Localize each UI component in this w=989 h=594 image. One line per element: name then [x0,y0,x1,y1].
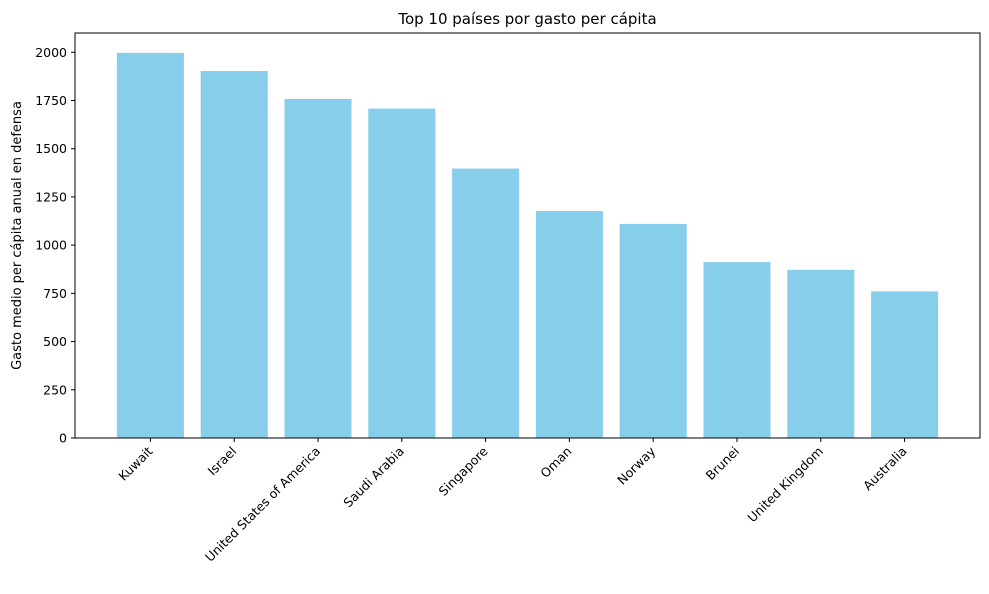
y-tick-label: 750 [43,286,67,301]
bar-australia [871,291,939,438]
x-tick-label: Oman [537,444,574,481]
x-tick-label: Norway [614,443,659,488]
bar-oman [535,211,603,438]
bar-israel [200,70,268,438]
bar-united-kingdom [787,269,855,438]
x-tick-label: Singapore [436,443,491,498]
plot-area-frame [74,32,981,439]
bar-united-states-of-america [284,98,352,438]
y-tick-label: 1750 [35,93,67,108]
x-tick-label: Israel [205,444,240,479]
y-tick-label: 2000 [35,45,67,60]
bars-layer [116,52,939,439]
y-tick-label: 500 [43,334,67,349]
bar-kuwait [116,52,184,438]
y-axis-label: Gasto medio per cápita anual en defensa [10,101,25,370]
y-tick-label: 250 [43,382,67,397]
bar-norway [619,223,687,438]
bar-saudi-arabia [368,108,436,438]
y-tick-label: 1000 [35,238,67,253]
x-tick-label: United Kingdom [744,444,826,526]
bar-singapore [452,168,520,439]
x-tick-label: Saudi Arabia [340,444,407,511]
y-tick-label: 0 [59,431,67,446]
chart-title: Top 10 países por gasto per cápita [397,10,656,28]
x-tick-label: Brunei [703,444,742,483]
x-tick-label: Australia [860,444,910,494]
bar-brunei [703,262,771,438]
y-tick-label: 1500 [35,141,67,156]
y-axis-ticks: 0 250 500 750 1000 1250 1500 1750 2000 [35,45,75,446]
y-tick-label: 1250 [35,189,67,204]
x-tick-label: Kuwait [115,443,155,483]
